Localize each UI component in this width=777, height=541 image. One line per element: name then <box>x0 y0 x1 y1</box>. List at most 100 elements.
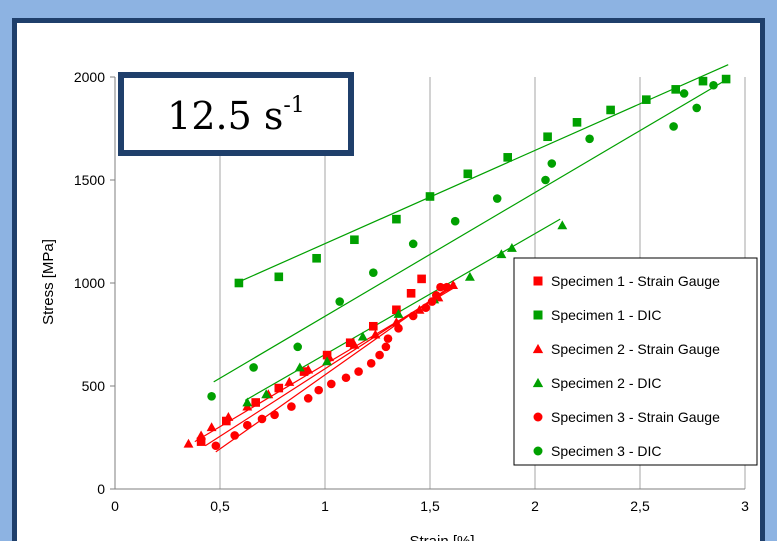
x-tick-label: 3 <box>741 498 749 514</box>
data-point <box>679 89 689 98</box>
data-point <box>408 239 418 249</box>
data-point <box>234 278 244 288</box>
data-point <box>698 76 708 86</box>
data-point <box>572 118 582 127</box>
data-point <box>243 420 252 430</box>
data-point <box>196 430 207 440</box>
y-tick-label: 0 <box>97 481 105 497</box>
legend-label: Specimen 3 - DIC <box>551 443 661 459</box>
data-point <box>393 308 404 318</box>
data-point <box>436 282 445 292</box>
data-point <box>392 305 401 315</box>
data-point <box>314 385 324 395</box>
data-point <box>274 272 284 282</box>
data-point <box>463 169 473 179</box>
data-point <box>547 159 557 168</box>
x-tick-label: 0,5 <box>210 498 230 514</box>
x-axis-label: Strain [%] <box>409 533 474 541</box>
rate-label-box: 12.5 s-1 <box>118 72 354 156</box>
x-tick-label: 0 <box>111 498 119 514</box>
data-point <box>425 192 435 201</box>
data-point <box>287 402 296 411</box>
legend-marker <box>533 412 543 422</box>
data-point <box>432 291 441 300</box>
data-point <box>442 282 452 292</box>
data-point <box>381 342 391 352</box>
data-point <box>261 389 272 399</box>
legend-marker <box>533 276 543 286</box>
data-point <box>541 175 550 185</box>
data-point <box>357 331 368 341</box>
y-axis-label: Stress [MPa] <box>40 239 57 325</box>
data-point <box>341 373 351 383</box>
x-tick-label: 2,5 <box>630 498 650 514</box>
data-point <box>585 134 594 144</box>
legend-label: Specimen 1 - DIC <box>551 307 661 323</box>
trend-line <box>215 282 456 453</box>
data-point <box>503 153 512 162</box>
data-point <box>669 122 678 131</box>
data-point <box>327 379 336 389</box>
data-point <box>349 339 360 349</box>
data-point <box>206 422 217 432</box>
x-tick-label: 2 <box>531 498 539 514</box>
data-point <box>506 243 517 252</box>
data-point <box>354 367 363 376</box>
data-points <box>183 74 731 451</box>
data-point <box>293 342 303 352</box>
data-point <box>421 303 431 313</box>
data-point <box>350 235 359 245</box>
data-point <box>375 350 384 360</box>
data-point <box>196 437 206 446</box>
data-point <box>274 383 284 393</box>
data-point <box>543 132 552 142</box>
data-point <box>464 271 475 281</box>
legend-label: Specimen 2 - DIC <box>551 375 661 391</box>
trend-line <box>213 80 725 383</box>
data-point <box>671 85 680 94</box>
data-point <box>299 367 309 376</box>
axes <box>110 76 745 490</box>
x-tick-label: 1 <box>321 498 329 514</box>
data-point <box>303 364 314 374</box>
legend-marker <box>533 446 543 456</box>
legend-label: Specimen 3 - Strain Gauge <box>551 409 720 425</box>
data-point <box>391 317 402 327</box>
data-point <box>408 311 418 321</box>
data-point <box>721 74 731 84</box>
data-point <box>417 274 426 284</box>
data-point <box>370 329 381 339</box>
data-point <box>312 253 321 263</box>
legend-label: Specimen 1 - Strain Gauge <box>551 273 720 289</box>
data-point <box>642 95 651 104</box>
data-point <box>257 414 267 424</box>
data-point <box>394 324 403 333</box>
data-point <box>303 394 313 403</box>
legend: Specimen 1 - Strain Gauge Specimen 1 - DI… <box>513 257 758 466</box>
data-point <box>222 416 231 426</box>
y-tick-label: 1000 <box>74 275 105 291</box>
data-point <box>450 216 460 226</box>
x-tick-label: 1,5 <box>420 498 440 514</box>
data-point <box>366 359 376 368</box>
data-point <box>369 268 378 277</box>
data-point <box>251 398 260 407</box>
data-point <box>294 362 305 372</box>
data-point <box>322 356 333 366</box>
y-tick-label: 2000 <box>74 69 105 85</box>
data-point <box>223 411 234 421</box>
strain-rate-label: 12.5 s-1 <box>167 93 305 138</box>
data-point <box>557 220 568 230</box>
x-tick-labels: 0 0,5 1 1,5 2 2,5 3 <box>111 498 749 514</box>
data-point <box>369 321 378 331</box>
data-point <box>406 289 416 298</box>
legend-label: Specimen 2 - Strain Gauge <box>551 341 720 357</box>
data-point <box>230 431 239 440</box>
data-point <box>414 304 425 314</box>
data-point <box>284 376 295 386</box>
data-point <box>692 103 701 113</box>
chart-frame: 0 0,5 1 1,5 2 2,5 3 0 500 1000 1500 2000 12.5 s-1 … <box>12 18 765 541</box>
data-point <box>335 297 345 306</box>
legend-marker <box>532 377 544 388</box>
